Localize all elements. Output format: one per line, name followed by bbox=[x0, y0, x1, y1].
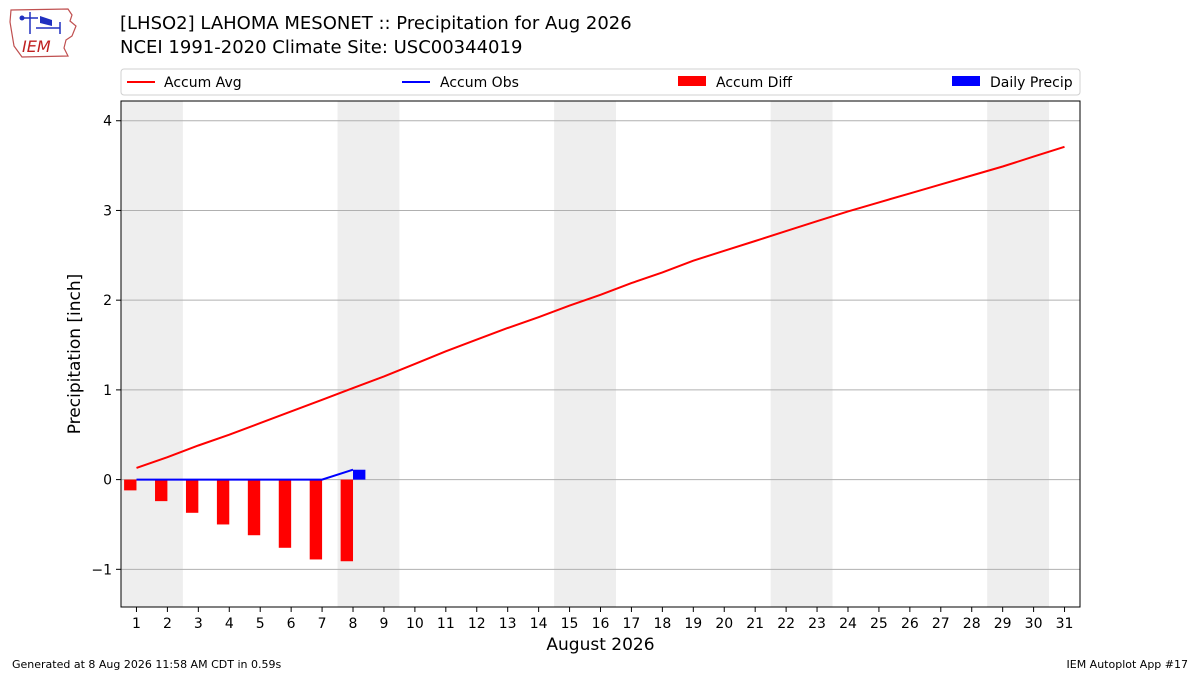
x-tick-label: 6 bbox=[287, 616, 296, 632]
iowa-outline bbox=[9, 8, 77, 58]
x-tick-label: 15 bbox=[561, 616, 579, 632]
y-axis-label: Precipitation [inch] bbox=[65, 274, 85, 435]
x-tick-label: 18 bbox=[653, 616, 671, 632]
x-tick-label: 19 bbox=[684, 616, 702, 632]
accum-diff-bar bbox=[155, 479, 168, 502]
x-tick-label: 13 bbox=[499, 616, 517, 632]
x-tick-label: 1 bbox=[132, 616, 141, 632]
legend-frame bbox=[120, 68, 1081, 96]
y-tick-label: −1 bbox=[91, 562, 112, 578]
x-tick-label: 10 bbox=[406, 616, 424, 632]
x-tick-label: 28 bbox=[963, 616, 981, 632]
logo-text: IEM bbox=[22, 37, 51, 56]
weekend-shade bbox=[987, 101, 1050, 607]
legend: Accum Avg Accum Obs Accum Diff Daily Precip bbox=[120, 68, 1081, 96]
generated-timestamp: Generated at 8 Aug 2026 11:58 AM CDT in … bbox=[12, 658, 282, 671]
accum-obs-line bbox=[136, 468, 354, 481]
accum-diff-bar bbox=[340, 479, 354, 562]
daily-precip-bar bbox=[353, 469, 366, 480]
x-tick-label: 25 bbox=[870, 616, 888, 632]
legend-label-accum-diff: Accum Diff bbox=[716, 75, 792, 91]
x-tick-label: 21 bbox=[746, 616, 764, 632]
x-tick-label: 4 bbox=[225, 616, 234, 632]
x-tick-label: 24 bbox=[839, 616, 857, 632]
legend-label-accum-avg: Accum Avg bbox=[164, 75, 242, 91]
accum-diff-bar bbox=[309, 479, 323, 560]
title-line-1: [LHSO2] LAHOMA MESONET :: Precipitation … bbox=[120, 13, 632, 34]
x-tick-label: 9 bbox=[379, 616, 388, 632]
accum-avg-line bbox=[136, 145, 1065, 469]
chart-title: [LHSO2] LAHOMA MESONET :: Precipitation … bbox=[120, 12, 632, 60]
y-tick-label: 1 bbox=[103, 383, 112, 399]
x-tick-label: 27 bbox=[932, 616, 950, 632]
x-tick-label: 23 bbox=[808, 616, 826, 632]
x-tick-label: 2 bbox=[163, 616, 172, 632]
y-tick-label: 4 bbox=[103, 114, 112, 130]
x-tick-label: 30 bbox=[1025, 616, 1043, 632]
accum-diff-bar bbox=[247, 479, 261, 536]
x-tick-label: 11 bbox=[437, 616, 455, 632]
x-tick-label: 12 bbox=[468, 616, 486, 632]
weekend-shade bbox=[121, 101, 183, 607]
x-tick-label: 8 bbox=[349, 616, 358, 632]
x-tick-label: 7 bbox=[318, 616, 327, 632]
iem-logo: IEM bbox=[9, 8, 77, 58]
x-tick-label: 31 bbox=[1056, 616, 1074, 632]
y-tick-label: 0 bbox=[103, 473, 112, 489]
weekend-shade bbox=[770, 101, 833, 607]
accum-diff-bar bbox=[185, 479, 199, 513]
x-tick-label: 3 bbox=[194, 616, 203, 632]
title-line-2: NCEI 1991-2020 Climate Site: USC00344019 bbox=[120, 37, 523, 58]
x-tick-label: 14 bbox=[530, 616, 548, 632]
legend-swatch-daily-precip bbox=[952, 76, 980, 86]
x-tick-label: 26 bbox=[901, 616, 919, 632]
accum-diff-bar bbox=[124, 479, 137, 491]
x-tick-label: 29 bbox=[994, 616, 1012, 632]
x-axis-label: August 2026 bbox=[546, 635, 654, 655]
accum-diff-bar bbox=[216, 479, 230, 525]
legend-label-accum-obs: Accum Obs bbox=[440, 75, 519, 91]
x-tick-label: 22 bbox=[777, 616, 795, 632]
x-tick-label: 20 bbox=[715, 616, 733, 632]
x-tick-label: 5 bbox=[256, 616, 265, 632]
legend-swatch-accum-diff bbox=[678, 76, 706, 86]
y-tick-label: 3 bbox=[103, 203, 112, 219]
app-label: IEM Autoplot App #17 bbox=[1066, 658, 1189, 671]
x-tick-label: 16 bbox=[592, 616, 610, 632]
legend-label-daily-precip: Daily Precip bbox=[990, 75, 1073, 91]
y-tick-label: 2 bbox=[103, 293, 112, 309]
x-tick-label: 17 bbox=[623, 616, 641, 632]
accum-diff-bar bbox=[278, 479, 292, 548]
weekend-shade bbox=[554, 101, 616, 607]
